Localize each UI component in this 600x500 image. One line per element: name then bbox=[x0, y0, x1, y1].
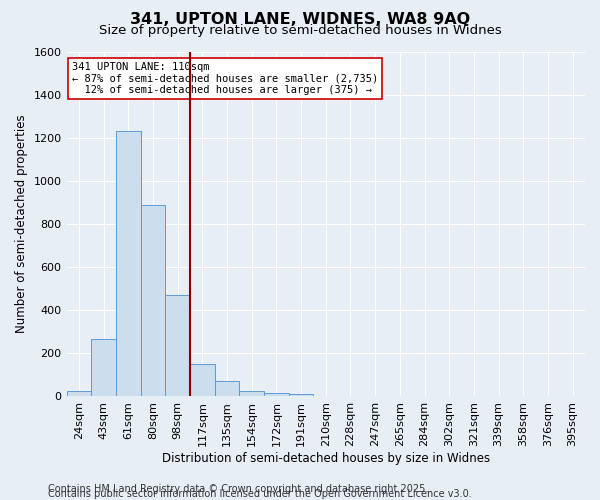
Bar bbox=[215, 382, 239, 396]
Text: 341 UPTON LANE: 110sqm
← 87% of semi-detached houses are smaller (2,735)
  12% o: 341 UPTON LANE: 110sqm ← 87% of semi-det… bbox=[72, 62, 378, 95]
Bar bbox=[190, 364, 215, 396]
Text: Contains HM Land Registry data © Crown copyright and database right 2025.: Contains HM Land Registry data © Crown c… bbox=[48, 484, 428, 494]
Text: Size of property relative to semi-detached houses in Widnes: Size of property relative to semi-detach… bbox=[98, 24, 502, 37]
X-axis label: Distribution of semi-detached houses by size in Widnes: Distribution of semi-detached houses by … bbox=[162, 452, 490, 465]
Bar bbox=[116, 132, 140, 396]
Bar bbox=[91, 340, 116, 396]
Y-axis label: Number of semi-detached properties: Number of semi-detached properties bbox=[15, 114, 28, 334]
Text: Contains public sector information licensed under the Open Government Licence v3: Contains public sector information licen… bbox=[48, 489, 472, 499]
Bar bbox=[289, 394, 313, 396]
Bar bbox=[264, 393, 289, 396]
Bar bbox=[140, 204, 165, 396]
Bar bbox=[239, 391, 264, 396]
Bar bbox=[67, 391, 91, 396]
Bar bbox=[165, 295, 190, 396]
Text: 341, UPTON LANE, WIDNES, WA8 9AQ: 341, UPTON LANE, WIDNES, WA8 9AQ bbox=[130, 12, 470, 28]
